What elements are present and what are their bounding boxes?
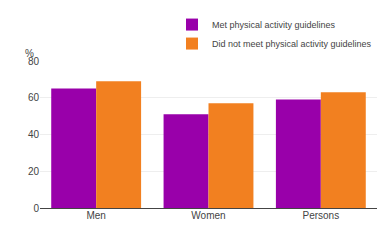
svg-text:Met physical activity guidelin: Met physical activity guidelines xyxy=(212,20,336,30)
svg-text:0: 0 xyxy=(33,203,39,214)
svg-text:20: 20 xyxy=(28,166,40,177)
svg-text:80: 80 xyxy=(28,56,40,67)
svg-text:%: % xyxy=(25,48,34,59)
svg-text:40: 40 xyxy=(28,129,40,140)
svg-text:Women: Women xyxy=(191,210,225,221)
svg-text:60: 60 xyxy=(28,92,40,103)
svg-text:Persons: Persons xyxy=(302,210,339,221)
svg-text:Did not meet physical activity: Did not meet physical activity guideline… xyxy=(212,39,372,49)
svg-text:Men: Men xyxy=(86,210,105,221)
